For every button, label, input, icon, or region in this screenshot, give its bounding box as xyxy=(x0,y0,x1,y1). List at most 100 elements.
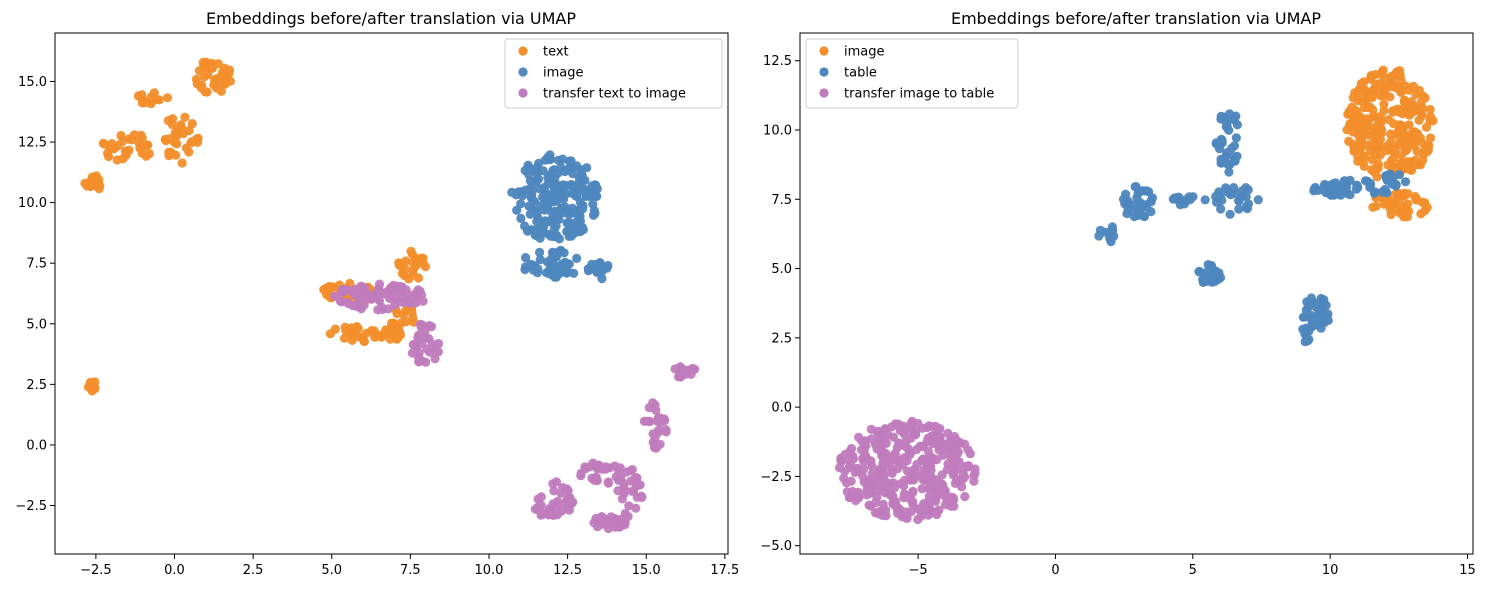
scatter-point xyxy=(1366,71,1376,81)
scatter-point xyxy=(1425,133,1436,143)
scatter-point xyxy=(1306,310,1316,320)
scatter-point xyxy=(1358,122,1368,132)
scatter-point xyxy=(171,150,181,160)
scatter-point xyxy=(1403,199,1413,209)
left-legend: text image transfer text to image xyxy=(504,38,723,109)
scatter-point xyxy=(401,317,411,327)
right-chart-panel: Embeddings before/after translation via … xyxy=(760,9,1475,578)
legend-label: image xyxy=(543,66,584,81)
scatter-point xyxy=(632,481,642,491)
scatter-point xyxy=(1420,198,1430,208)
scatter-point xyxy=(167,120,178,130)
scatter-point xyxy=(960,491,970,502)
scatter-point xyxy=(957,482,967,492)
scatter-point xyxy=(212,83,222,93)
scatter-point xyxy=(406,246,416,256)
right-series-transfer-image-to-table xyxy=(835,416,980,525)
scatter-point xyxy=(547,208,557,218)
scatter-point xyxy=(144,149,154,159)
scatter-point xyxy=(547,509,557,520)
scatter-point xyxy=(895,479,906,489)
scatter-point xyxy=(383,304,393,314)
scatter-point xyxy=(899,429,909,439)
y-tick-label: 15.0 xyxy=(18,75,47,90)
scatter-point xyxy=(1216,111,1226,121)
scatter-point xyxy=(1132,204,1142,214)
scatter-point xyxy=(1207,271,1218,282)
scatter-point xyxy=(620,485,630,495)
scatter-point xyxy=(1421,122,1432,132)
scatter-point xyxy=(933,426,943,436)
scatter-point xyxy=(532,217,542,227)
scatter-point xyxy=(1353,152,1363,162)
scatter-point xyxy=(116,130,126,141)
scatter-point xyxy=(512,205,522,215)
scatter-point xyxy=(1403,189,1413,199)
scatter-point xyxy=(1384,115,1394,125)
scatter-point xyxy=(325,329,335,339)
y-tick-label: 7.5 xyxy=(26,257,47,272)
scatter-point xyxy=(104,151,114,162)
scatter-point xyxy=(909,464,919,474)
scatter-point xyxy=(1393,106,1404,116)
scatter-point xyxy=(1323,309,1333,319)
scatter-point xyxy=(387,285,397,295)
scatter-point xyxy=(517,187,527,197)
scatter-point xyxy=(949,439,959,449)
scatter-point xyxy=(907,416,917,426)
scatter-point xyxy=(1391,189,1401,199)
left-series-transfer-text-to-image xyxy=(330,279,700,534)
scatter-point xyxy=(1394,82,1404,92)
scatter-point xyxy=(1105,230,1115,240)
scatter-point xyxy=(583,266,594,276)
scatter-point xyxy=(1420,205,1430,216)
scatter-point xyxy=(541,216,551,227)
scatter-point xyxy=(82,181,92,191)
scatter-point xyxy=(1355,137,1366,147)
scatter-point xyxy=(627,465,637,475)
scatter-point xyxy=(1211,191,1221,202)
scatter-point xyxy=(1198,274,1208,284)
y-tick-label: 12.5 xyxy=(763,54,792,69)
scatter-point xyxy=(591,260,601,270)
scatter-point xyxy=(592,191,602,201)
right-chart-points xyxy=(835,65,1438,525)
legend-label: text xyxy=(543,45,569,60)
scatter-point xyxy=(411,341,421,351)
right-legend: image table transfer image to table xyxy=(805,38,1019,109)
scatter-point xyxy=(1344,136,1354,146)
x-tick-label: 15.0 xyxy=(632,563,661,578)
scatter-point xyxy=(212,73,222,84)
scatter-point xyxy=(1350,88,1360,98)
scatter-point xyxy=(880,424,890,434)
scatter-point xyxy=(603,478,614,488)
scatter-point xyxy=(846,460,856,470)
scatter-point xyxy=(1386,129,1396,139)
scatter-point xyxy=(1367,139,1377,149)
x-tick-label: 5.0 xyxy=(321,563,342,578)
scatter-point xyxy=(1234,204,1244,214)
scatter-point xyxy=(932,455,942,465)
scatter-point xyxy=(535,255,545,265)
y-tick-label: 0.0 xyxy=(26,438,47,453)
scatter-point xyxy=(846,476,856,486)
scatter-point xyxy=(561,189,571,199)
scatter-point xyxy=(675,362,686,372)
scatter-point xyxy=(164,147,174,157)
scatter-point xyxy=(630,473,641,483)
scatter-point xyxy=(854,432,864,442)
scatter-point xyxy=(922,422,932,433)
scatter-point xyxy=(553,155,563,165)
right-chart-title: Embeddings before/after translation via … xyxy=(951,9,1321,28)
scatter-point xyxy=(414,357,424,367)
scatter-point xyxy=(688,363,698,373)
scatter-point xyxy=(415,319,425,329)
scatter-point xyxy=(1373,159,1383,169)
scatter-point xyxy=(887,468,897,478)
scatter-point xyxy=(582,163,592,173)
x-tick-label: −2.5 xyxy=(80,563,112,578)
scatter-point xyxy=(650,441,660,451)
scatter-point xyxy=(1223,188,1234,198)
scatter-point xyxy=(1216,272,1226,283)
scatter-point xyxy=(380,328,390,338)
